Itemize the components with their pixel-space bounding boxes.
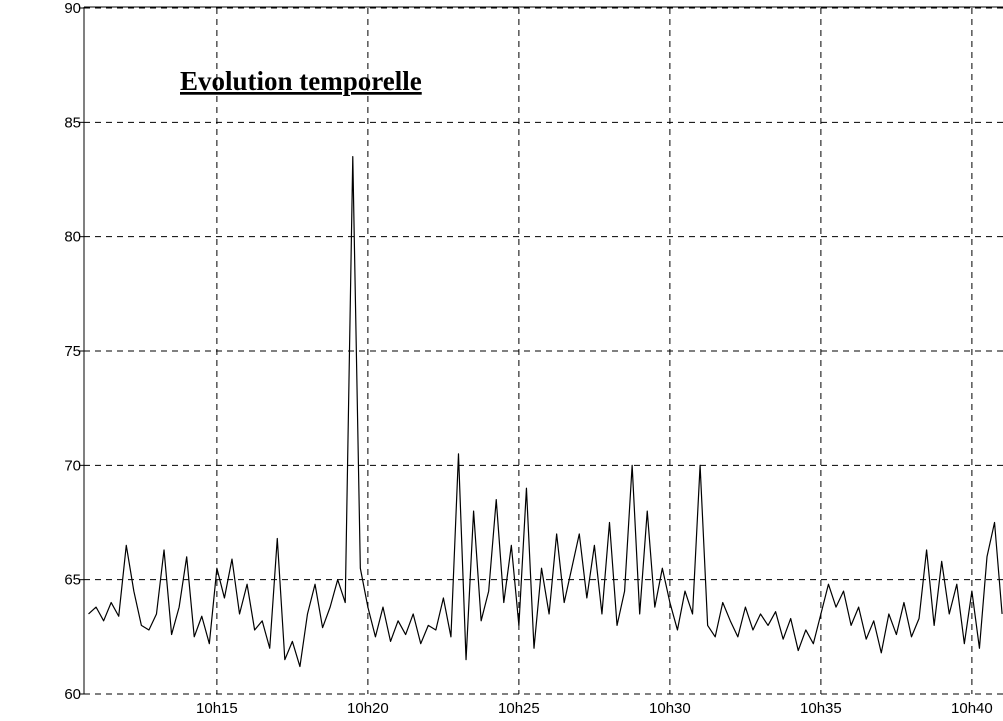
x-tick-label: 10h35 xyxy=(800,700,842,717)
y-tick-label: 60 xyxy=(64,686,81,703)
y-tick-label: 65 xyxy=(64,572,81,589)
x-tick-label: 10h40 xyxy=(951,700,993,717)
chart-title: Evolution temporelle xyxy=(180,66,422,96)
y-tick-label: 80 xyxy=(64,229,81,246)
x-tick-label: 10h20 xyxy=(347,700,389,717)
y-tick-label: 70 xyxy=(64,457,81,474)
data-line xyxy=(88,156,1003,668)
x-tick-label: 10h15 xyxy=(196,700,238,717)
y-tick-label: 85 xyxy=(64,114,81,131)
y-tick-label: 90 xyxy=(64,0,81,17)
x-tick-label: 10h30 xyxy=(649,700,691,717)
y-tick-label: 75 xyxy=(64,343,81,360)
x-tick-label: 10h25 xyxy=(498,700,540,717)
